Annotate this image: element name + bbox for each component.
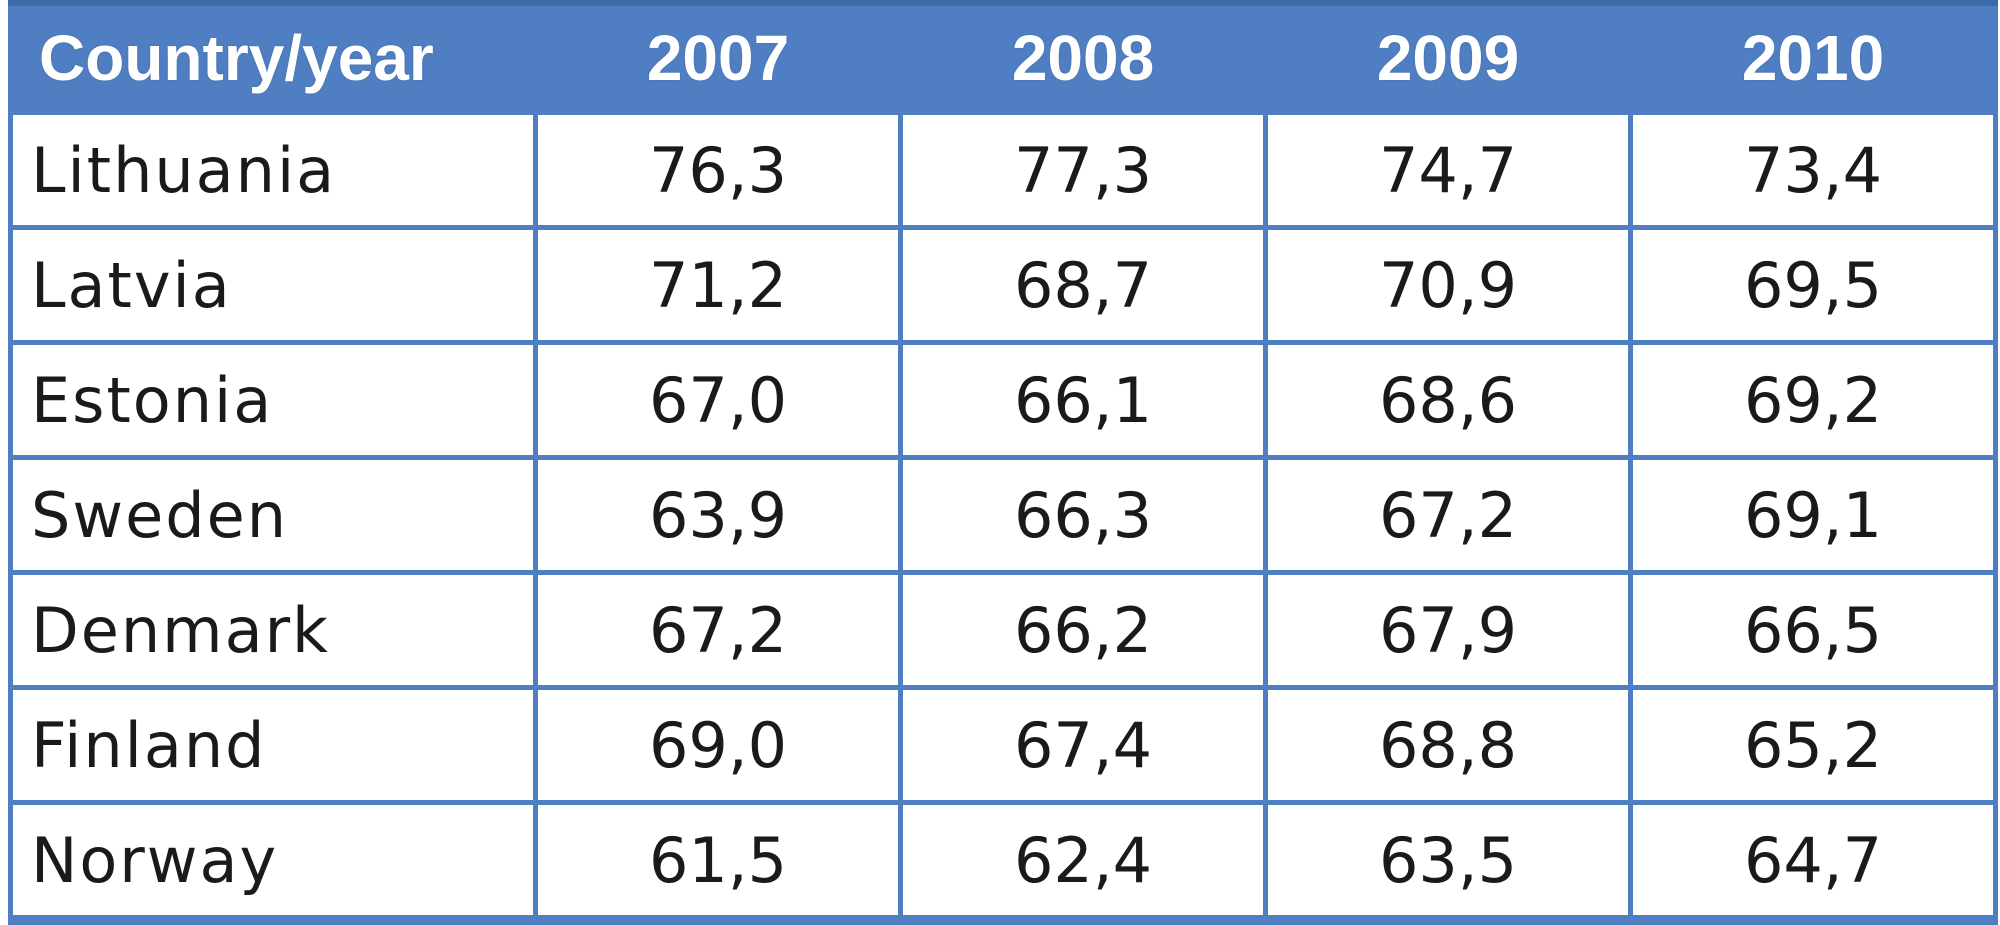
header-cell: 2008 [903, 6, 1263, 110]
value-cell: 68,8 [1268, 690, 1628, 800]
value-cell: 69,2 [1633, 345, 1993, 455]
country-cell: Norway [13, 805, 533, 915]
value-cell: 66,2 [903, 575, 1263, 685]
country-cell: Denmark [13, 575, 533, 685]
value-cell: 71,2 [538, 230, 898, 340]
value-cell: 68,6 [1268, 345, 1628, 455]
value-cell: 67,9 [1268, 575, 1628, 685]
table-row: Estonia 67,0 66,1 68,6 69,2 [13, 345, 1993, 455]
table-row: Finland 69,0 67,4 68,8 65,2 [13, 690, 1993, 800]
table-row: Sweden 63,9 66,3 67,2 69,1 [13, 460, 1993, 570]
value-cell: 63,5 [1268, 805, 1628, 915]
value-cell: 61,5 [538, 805, 898, 915]
value-cell: 76,3 [538, 115, 898, 225]
table-row: Latvia 71,2 68,7 70,9 69,5 [13, 230, 1993, 340]
table-row: Lithuania 76,3 77,3 74,7 73,4 [13, 115, 1993, 225]
header-cell: Country/year [13, 6, 533, 110]
value-cell: 73,4 [1633, 115, 1993, 225]
data-table: Country/year 2007 2008 2009 2010 Lithuan… [8, 1, 1998, 920]
value-cell: 65,2 [1633, 690, 1993, 800]
value-cell: 63,9 [538, 460, 898, 570]
header-cell: 2007 [538, 6, 898, 110]
value-cell: 62,4 [903, 805, 1263, 915]
header-row: Country/year 2007 2008 2009 2010 [13, 6, 1993, 110]
country-cell: Estonia [13, 345, 533, 455]
value-cell: 66,3 [903, 460, 1263, 570]
country-cell: Sweden [13, 460, 533, 570]
value-cell: 67,2 [538, 575, 898, 685]
value-cell: 67,0 [538, 345, 898, 455]
country-cell: Finland [13, 690, 533, 800]
table-row: Norway 61,5 62,4 63,5 64,7 [13, 805, 1993, 915]
value-cell: 66,5 [1633, 575, 1993, 685]
value-cell: 70,9 [1268, 230, 1628, 340]
header-cell: 2009 [1268, 6, 1628, 110]
value-cell: 64,7 [1633, 805, 1993, 915]
header-cell: 2010 [1633, 6, 1993, 110]
value-cell: 68,7 [903, 230, 1263, 340]
country-cell: Latvia [13, 230, 533, 340]
table-row: Denmark 67,2 66,2 67,9 66,5 [13, 575, 1993, 685]
value-cell: 69,0 [538, 690, 898, 800]
value-cell: 66,1 [903, 345, 1263, 455]
value-cell: 67,4 [903, 690, 1263, 800]
country-cell: Lithuania [13, 115, 533, 225]
data-table-frame: Country/year 2007 2008 2009 2010 Lithuan… [8, 0, 1998, 925]
value-cell: 74,7 [1268, 115, 1628, 225]
value-cell: 67,2 [1268, 460, 1628, 570]
value-cell: 77,3 [903, 115, 1263, 225]
value-cell: 69,1 [1633, 460, 1993, 570]
value-cell: 69,5 [1633, 230, 1993, 340]
